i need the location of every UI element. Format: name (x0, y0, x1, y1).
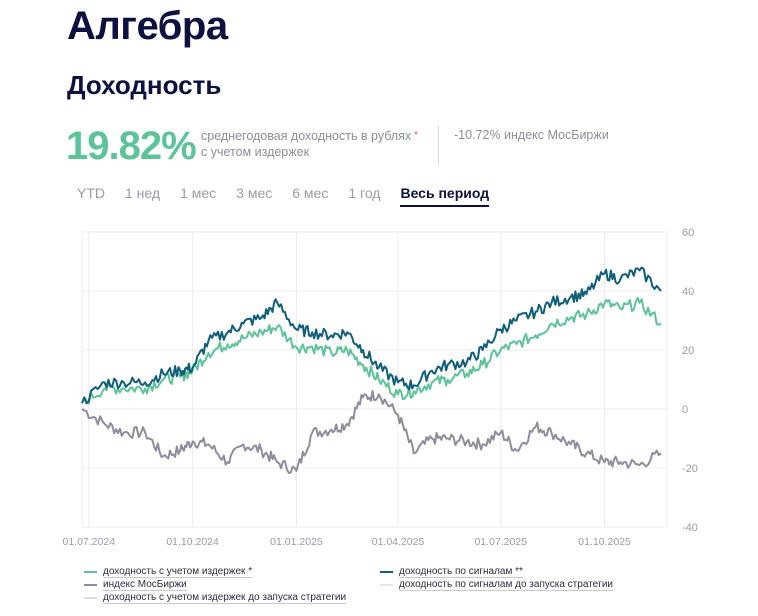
tab-1-week[interactable]: 1 нед (125, 185, 161, 201)
chart-grid (81, 231, 668, 528)
annual-return-description: среднегодовая доходность в рублях * с уче… (201, 128, 418, 160)
tab-ytd[interactable]: YTD (77, 185, 105, 201)
svg-text:0: 0 (682, 404, 688, 416)
legend-swatch (84, 596, 97, 599)
svg-text:01.07.2024: 01.07.2024 (62, 536, 115, 548)
legend-left: доходность с учетом издержек * индекс Мо… (84, 565, 347, 604)
tab-all-period[interactable]: Весь период (400, 185, 490, 207)
legend-right: доходность по сигналам ** доходность по … (380, 565, 614, 591)
svg-text:-40: -40 (682, 522, 698, 534)
svg-text:40: 40 (682, 286, 694, 298)
legend-swatch (84, 570, 97, 573)
legend-item-signal-return-pre-launch[interactable]: доходность по сигналам до запуска страте… (380, 578, 614, 591)
tab-3-months[interactable]: 3 мес (236, 185, 273, 201)
y-axis: 60 40 20 0 -20 -40 (682, 227, 698, 534)
legend-item-net-return-pre-launch[interactable]: доходность с учетом издержек до запуска … (84, 591, 347, 604)
svg-text:20: 20 (682, 345, 694, 357)
index-return: -10.72% индекс МосБиржи (454, 128, 609, 142)
svg-text:01.01.2025: 01.01.2025 (270, 536, 323, 548)
annual-return-value: 19.82% (66, 124, 197, 168)
legend-item-moex-index[interactable]: индекс МосБиржи (84, 578, 346, 591)
legend-swatch (380, 583, 393, 586)
annual-return-desc-line1: среднегодовая доходность в рублях (201, 129, 412, 143)
tab-1-year[interactable]: 1 год (348, 185, 381, 201)
tab-6-months[interactable]: 6 мес (292, 185, 329, 201)
chart-lines (81, 266, 662, 474)
legend-item-net-return[interactable]: доходность с учетом издержек * (84, 565, 346, 578)
svg-text:01.04.2025: 01.04.2025 (372, 536, 425, 548)
annual-return-desc-line2: с учетом издержек (201, 145, 310, 159)
section-title: Доходность (67, 70, 222, 100)
tab-1-month[interactable]: 1 мес (180, 185, 217, 201)
svg-text:01.07.2025: 01.07.2025 (474, 536, 527, 548)
svg-text:01.10.2025: 01.10.2025 (578, 536, 631, 548)
period-tabs: YTD 1 нед 1 мес 3 мес 6 мес 1 год Весь п… (77, 185, 509, 207)
strategy-title: Алгебра (67, 4, 228, 48)
legend-swatch (380, 570, 393, 573)
footnote-mark[interactable]: * (414, 130, 419, 141)
svg-text:60: 60 (682, 227, 694, 239)
x-axis: 01.07.2024 01.10.2024 01.01.2025 01.04.2025… (62, 536, 631, 548)
svg-text:01.10.2024: 01.10.2024 (166, 536, 219, 548)
legend-swatch (84, 583, 97, 586)
metric-divider (438, 126, 439, 164)
svg-text:-20: -20 (682, 463, 698, 475)
legend-item-signal-return[interactable]: доходность по сигналам ** (380, 565, 613, 578)
